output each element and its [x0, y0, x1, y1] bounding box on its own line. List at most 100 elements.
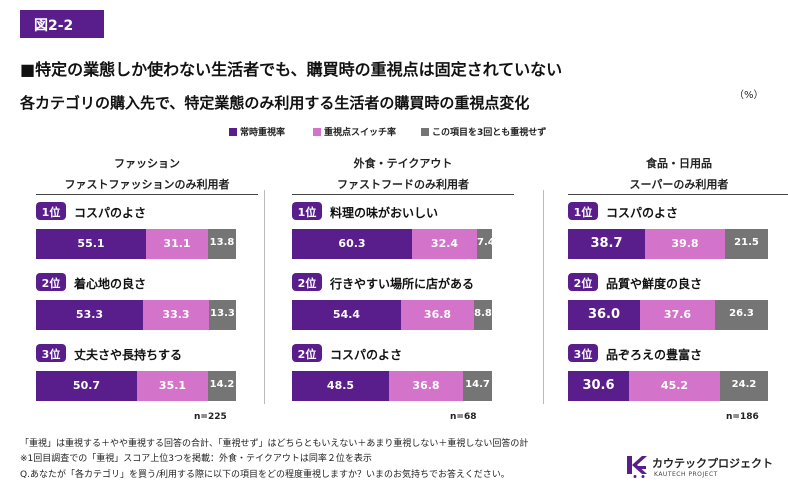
footnote-1: 「重視」は重視する＋やや重視する回答の合計、「重視せず」はどちらともいえない＋あ… — [20, 439, 529, 449]
rank-badge: 2位 — [292, 344, 322, 362]
chart-panel: 外食・テイクアウト ファストフードのみ利用者 1位 料理の味がおいしい 60.3 32.4… — [292, 150, 514, 430]
data-label: 21.5 — [734, 237, 759, 248]
chart-subtitle: 各カテゴリの購入先で、特定業態のみ利用する生活者の購買時の重視点変化 — [20, 94, 530, 112]
rank-label: 2位 — [41, 277, 61, 290]
panel-category: 食品・日用品 — [646, 157, 712, 170]
data-label: 13.8 — [209, 237, 235, 248]
bar-segment-switch — [146, 229, 208, 259]
data-label: 7.4 — [477, 237, 495, 248]
brand-logo: カウテックプロジェクト KAUTECH PROJECT — [626, 452, 776, 484]
data-label: 33.3 — [162, 308, 190, 321]
bar-segment-none — [720, 371, 768, 401]
bar-segment-always — [568, 229, 645, 259]
legend-swatch-none — [421, 128, 429, 136]
rank-label: 1位 — [573, 206, 593, 219]
rank-badge: 3位 — [36, 344, 66, 362]
rank-badge: 1位 — [568, 202, 598, 220]
item-label: 丈夫さや長持ちする — [74, 348, 183, 362]
data-label: 45.2 — [660, 379, 689, 392]
item-label: コスパのよさ — [330, 348, 403, 362]
legend-item-switch: 重視点スイッチ率 — [313, 126, 396, 140]
item-label: 品質や鮮度の良さ — [606, 277, 703, 291]
data-label: 36.8 — [412, 379, 440, 392]
sample-size: n=68 — [450, 412, 477, 422]
segment-underline — [36, 194, 258, 195]
bar-segment-always — [292, 229, 412, 259]
data-label: 30.6 — [582, 378, 615, 393]
data-label: 14.2 — [209, 379, 235, 390]
rank-label: 2位 — [573, 277, 593, 290]
bar-segment-none — [463, 371, 492, 401]
rank-label: 3位 — [573, 348, 593, 361]
bar-segment-switch — [137, 371, 208, 401]
data-label: 35.1 — [158, 379, 187, 392]
bar-segment-none — [477, 229, 492, 259]
data-label: 26.3 — [729, 308, 754, 319]
sample-size: n=225 — [194, 412, 227, 422]
bar-segment-always — [36, 300, 143, 330]
legend-label-always: 常時重視率 — [240, 128, 286, 138]
figure-badge: 図2-2 — [20, 10, 104, 38]
rank-label: 2位 — [297, 348, 317, 361]
panel-divider-1 — [264, 190, 265, 404]
headline: ■特定の業態しか使わない生活者でも、購買時の重視点は固定されていない — [20, 60, 563, 79]
item-label: 着心地の良さ — [74, 277, 147, 291]
data-label: 37.6 — [663, 308, 692, 321]
stacked-bar: 48.5 36.8 14.7 — [292, 371, 492, 401]
chart-panel: 食品・日用品スーパーのみ利用者 1位 コスパのよさ 38.7 39.8 21.5 2位 品質や… — [568, 150, 788, 430]
brand-logo-sub: KAUTECH PROJECT — [654, 471, 718, 478]
figure-label: 図2-2 — [34, 18, 74, 34]
bar-segment-switch — [629, 371, 720, 401]
chart-panel: ファッション ファストファッションのみ利用者 1位 コスパのよさ 55.1 31.1 13.… — [36, 150, 258, 430]
bar-segment-always — [36, 371, 137, 401]
item-label: コスパのよさ — [74, 206, 147, 220]
bar-segment-switch — [645, 229, 725, 259]
data-label: 38.7 — [590, 236, 623, 251]
rank-badge: 3位 — [568, 344, 598, 362]
brand-logo-icon — [627, 456, 647, 478]
rank-badge: 2位 — [568, 273, 598, 291]
legend-swatch-always — [229, 128, 237, 136]
bar-segment-switch — [401, 300, 474, 330]
stacked-bar: 54.4 36.8 8.8 — [292, 300, 492, 330]
stacked-bar: 60.3 32.4 7.4 — [292, 229, 495, 259]
data-label: 54.4 — [332, 308, 361, 321]
data-label: 32.4 — [430, 237, 459, 250]
legend-item-none: この項目を3回とも重視せず — [421, 126, 546, 140]
data-label: 24.2 — [731, 379, 757, 390]
rank-label: 2位 — [297, 277, 317, 290]
rank-label: 3位 — [41, 348, 61, 361]
bar-segment-none — [208, 229, 236, 259]
bar-segment-switch — [412, 229, 477, 259]
data-label: 53.3 — [75, 308, 104, 321]
panel-segment: ファストフードのみ利用者 — [337, 178, 469, 191]
rank-label: 1位 — [41, 206, 61, 219]
data-label: 36.8 — [423, 308, 452, 321]
legend-swatch-switch — [313, 128, 321, 136]
bar-segment-always — [568, 300, 640, 330]
stacked-bar: 55.1 31.1 13.8 — [36, 229, 236, 259]
rank-badge: 1位 — [292, 202, 322, 220]
legend: 常時重視率 重視点スイッチ率 この項目を3回とも重視せず — [0, 126, 788, 140]
panel-segment: ファストファッションのみ利用者 — [64, 178, 230, 191]
data-label: 31.1 — [163, 237, 191, 250]
legend-item-always: 常時重視率 — [229, 126, 285, 140]
segment-underline — [292, 194, 514, 195]
bar-segment-none — [715, 300, 768, 330]
item-label: 品ぞろえの豊富さ — [606, 348, 703, 362]
unit-label: （%） — [734, 90, 764, 101]
footnote-3: Q.あなたが「各カテゴリ」を買う/利用する際に以下の項目をどの程度重視しますか？… — [20, 470, 510, 480]
bar-segment-always — [292, 371, 389, 401]
rank-badge: 2位 — [292, 273, 322, 291]
panel-segment: スーパーのみ利用者 — [629, 178, 729, 191]
panel-category: 外食・テイクアウト — [353, 157, 453, 170]
item-label: コスパのよさ — [606, 206, 679, 220]
bar-segment-switch — [389, 371, 463, 401]
data-label: 48.5 — [326, 379, 355, 392]
item-label: 行きやすい場所に店がある — [330, 277, 475, 291]
data-label: 39.8 — [671, 237, 699, 250]
stacked-bar: 50.7 35.1 14.2 — [36, 371, 236, 401]
data-label: 13.3 — [210, 308, 235, 319]
data-label: 55.1 — [77, 237, 105, 250]
data-label: 14.7 — [465, 379, 490, 390]
